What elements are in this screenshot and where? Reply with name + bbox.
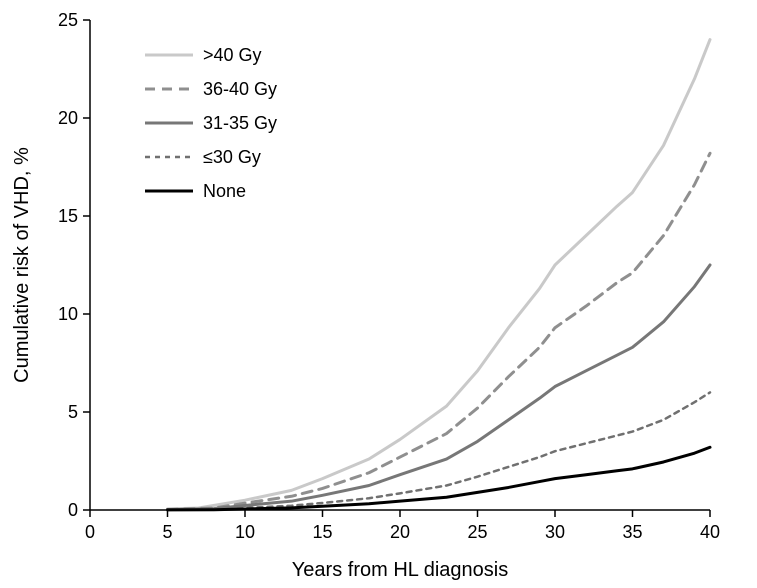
x-axis-label: Years from HL diagnosis [292,559,508,581]
y-tick-label: 25 [58,10,78,30]
x-tick-label: 10 [235,522,255,542]
legend-label: 31-35 Gy [203,113,277,133]
y-tick-label: 10 [58,304,78,324]
legend-label: ≤30 Gy [203,147,261,167]
x-tick-label: 15 [312,522,332,542]
x-tick-label: 25 [467,522,487,542]
x-tick-label: 30 [545,522,565,542]
x-tick-label: 20 [390,522,410,542]
y-tick-label: 5 [68,402,78,422]
legend-label: 36-40 Gy [203,79,277,99]
y-tick-label: 15 [58,206,78,226]
legend-label: None [203,181,246,201]
y-axis-label: Cumulative risk of VHD, % [11,147,33,383]
chart-container: 0 5 10 15 20 25 30 35 40 0 5 10 15 20 25 Years from HL … [0,0,757,588]
y-tick-label: 0 [68,500,78,520]
x-tick-label: 0 [85,522,95,542]
x-tick-label: 35 [622,522,642,542]
series-line [168,153,711,509]
legend-label: >40 Gy [203,45,262,65]
y-tick-label: 20 [58,108,78,128]
line-chart: 0 5 10 15 20 25 30 35 40 0 5 10 15 20 25 Years from HL … [0,0,757,588]
series-line [168,265,711,510]
x-tick-label: 5 [162,522,172,542]
x-tick-label: 40 [700,522,720,542]
